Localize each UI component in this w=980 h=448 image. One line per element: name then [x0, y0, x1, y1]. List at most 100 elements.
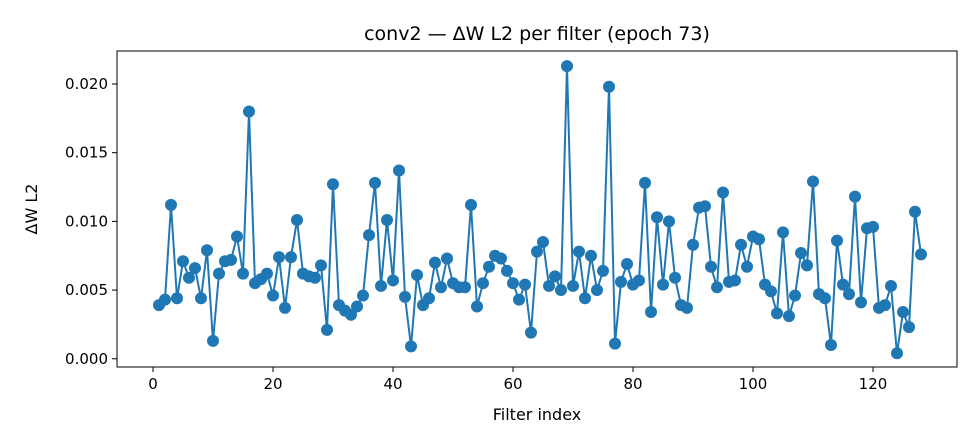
data-point [777, 226, 789, 239]
data-point [657, 278, 669, 291]
data-point [879, 299, 891, 312]
data-point [267, 289, 279, 302]
data-point [381, 213, 393, 226]
data-point [843, 288, 855, 301]
x-tick-label: 80 [623, 375, 642, 393]
y-tick-label: 0.010 [65, 212, 108, 230]
data-point [327, 178, 339, 191]
data-point [915, 248, 927, 261]
data-point [741, 260, 753, 273]
data-point [207, 334, 219, 347]
y-axis: 0.000 0.005 0.010 0.015 0.020 [65, 75, 117, 368]
data-point [393, 164, 405, 177]
data-point [387, 274, 399, 287]
data-point [441, 252, 453, 265]
data-point [597, 264, 609, 277]
data-point [609, 337, 621, 350]
x-tick-label: 120 [859, 375, 888, 393]
data-point [903, 321, 915, 334]
data-point [801, 259, 813, 272]
data-point [765, 285, 777, 298]
data-point [633, 274, 645, 287]
data-point [831, 234, 843, 247]
data-point [849, 190, 861, 203]
data-point [531, 245, 543, 258]
data-point [819, 292, 831, 305]
data-point [789, 289, 801, 302]
data-point [771, 307, 783, 320]
data-point [477, 277, 489, 290]
x-tick-label: 40 [383, 375, 402, 393]
data-point [651, 211, 663, 224]
data-point [681, 301, 693, 314]
data-point [591, 284, 603, 297]
data-point [519, 278, 531, 291]
data-point [621, 257, 633, 270]
data-point [369, 176, 381, 189]
data-point [513, 293, 525, 306]
data-point [507, 277, 519, 290]
data-point [171, 292, 183, 305]
data-point [501, 264, 513, 277]
data-point [315, 259, 327, 272]
data-point [711, 281, 723, 294]
data-point [291, 213, 303, 226]
data-point [351, 300, 363, 313]
data-point [375, 279, 387, 292]
data-point [603, 80, 615, 93]
data-point [213, 267, 225, 280]
data-point [669, 271, 681, 284]
data-point [159, 293, 171, 306]
data-point [429, 256, 441, 269]
data-point [237, 267, 249, 280]
data-point [261, 267, 273, 280]
y-tick-label: 0.000 [65, 350, 108, 368]
y-tick-label: 0.015 [65, 144, 108, 162]
data-point [177, 255, 189, 268]
x-axis: 0 20 40 60 80 100 120 [148, 367, 887, 393]
data-point [561, 60, 573, 73]
data-point [567, 279, 579, 292]
data-point [165, 198, 177, 211]
data-point [795, 246, 807, 259]
chart-title: conv2 — ΔW L2 per filter (epoch 73) [364, 23, 710, 45]
y-axis-label: ΔW L2 [22, 184, 41, 235]
data-point [699, 200, 711, 213]
x-tick-label: 60 [503, 375, 522, 393]
data-point [705, 260, 717, 273]
plot-area [153, 60, 927, 360]
y-tick-label: 0.020 [65, 75, 108, 93]
x-axis-label: Filter index [493, 405, 581, 424]
data-point [615, 275, 627, 288]
data-point [885, 279, 897, 292]
data-point [183, 271, 195, 284]
data-point [783, 310, 795, 323]
data-point [189, 262, 201, 275]
data-point [471, 300, 483, 313]
data-point [483, 260, 495, 273]
data-point [867, 220, 879, 233]
data-point [579, 292, 591, 305]
data-point [243, 105, 255, 118]
data-point [663, 215, 675, 228]
data-point [909, 205, 921, 218]
data-point [321, 323, 333, 336]
data-point [717, 186, 729, 199]
data-point [231, 230, 243, 243]
data-point [399, 290, 411, 303]
data-point [363, 229, 375, 242]
data-point [195, 292, 207, 305]
data-point [273, 251, 285, 264]
y-tick-label: 0.005 [65, 281, 108, 299]
data-point [201, 244, 213, 257]
data-point [423, 292, 435, 305]
data-point [357, 289, 369, 302]
x-tick-label: 100 [739, 375, 768, 393]
data-point [807, 175, 819, 188]
data-point [495, 252, 507, 265]
data-point [465, 198, 477, 211]
data-point [573, 245, 585, 258]
data-point [309, 271, 321, 284]
data-point [345, 308, 357, 321]
